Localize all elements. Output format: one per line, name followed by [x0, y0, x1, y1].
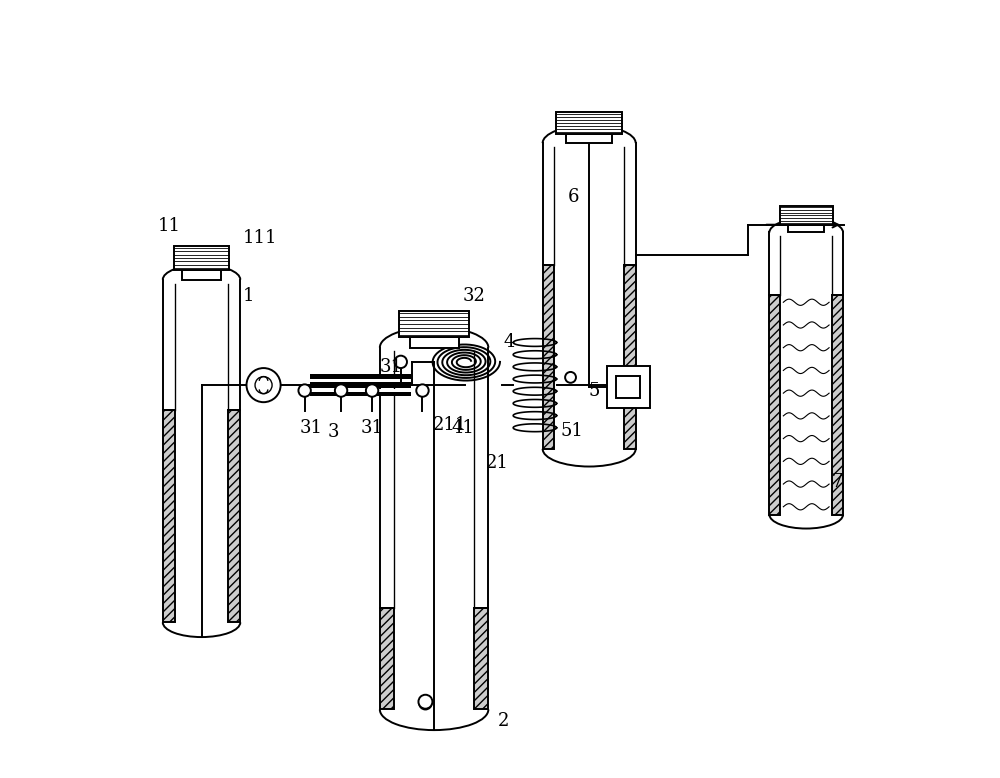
Circle shape [366, 384, 378, 397]
Bar [554, 124, 624, 466]
Text: 3: 3 [328, 422, 339, 440]
Text: 31: 31 [300, 419, 323, 436]
Bar [175, 265, 228, 636]
Circle shape [298, 384, 311, 397]
Text: 6: 6 [568, 187, 580, 205]
Bar [174, 246, 229, 270]
Text: 51: 51 [560, 422, 583, 440]
Bar [182, 270, 221, 280]
Bar [607, 366, 650, 408]
Bar [780, 218, 832, 527]
Bar [566, 134, 612, 143]
Bar [624, 265, 636, 449]
Text: 4: 4 [504, 334, 515, 352]
Text: 21: 21 [486, 454, 509, 471]
Bar [616, 377, 640, 398]
Bar [163, 410, 175, 622]
Circle shape [335, 384, 347, 397]
Circle shape [395, 356, 407, 368]
Bar [310, 380, 411, 383]
Circle shape [416, 384, 429, 397]
Text: 41: 41 [452, 419, 475, 436]
Circle shape [418, 695, 432, 709]
Bar [310, 391, 411, 396]
Text: 1: 1 [243, 287, 254, 305]
Circle shape [419, 697, 432, 710]
Text: 2: 2 [498, 712, 509, 730]
Bar [310, 389, 411, 392]
Bar [380, 608, 394, 710]
Bar [474, 608, 488, 710]
Text: 31: 31 [380, 359, 403, 377]
Bar [543, 265, 554, 449]
Bar [228, 410, 240, 622]
Bar [780, 206, 833, 225]
Bar [394, 326, 474, 729]
Bar [310, 383, 411, 388]
Text: 211: 211 [433, 415, 467, 433]
Bar [788, 225, 824, 233]
Text: 111: 111 [243, 229, 277, 247]
Text: 11: 11 [157, 217, 180, 235]
Bar [556, 112, 622, 134]
Text: 31: 31 [360, 419, 383, 436]
Bar [310, 374, 411, 380]
Bar [769, 295, 780, 514]
Circle shape [247, 368, 281, 402]
Bar [832, 295, 843, 514]
Circle shape [565, 372, 576, 383]
Bar [410, 337, 459, 348]
Text: 7: 7 [832, 473, 843, 491]
Text: 5: 5 [588, 381, 600, 400]
Text: 32: 32 [463, 287, 486, 305]
Bar [399, 311, 469, 337]
